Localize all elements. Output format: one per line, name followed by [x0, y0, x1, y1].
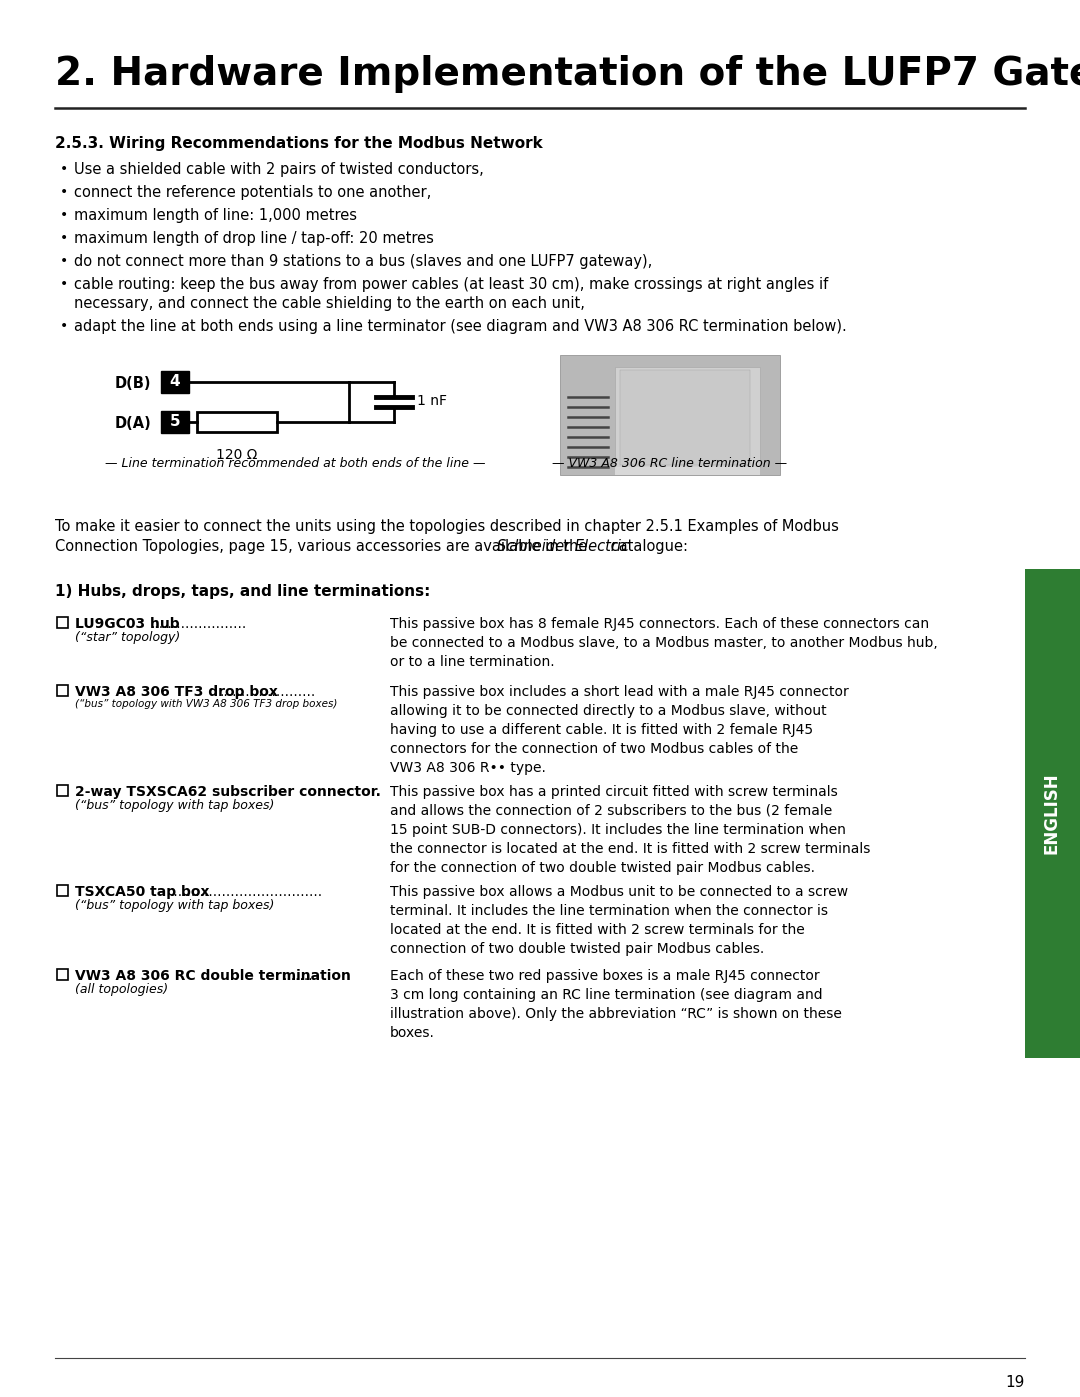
- Text: LU9GC03 hub: LU9GC03 hub: [75, 617, 185, 631]
- Text: ENGLISH: ENGLISH: [1043, 773, 1061, 855]
- Text: (“star” topology): (“star” topology): [75, 631, 180, 644]
- Text: cable routing: keep the bus away from power cables (at least 30 cm), make crossi: cable routing: keep the bus away from po…: [75, 277, 828, 292]
- Text: 1) Hubs, drops, taps, and line terminations:: 1) Hubs, drops, taps, and line terminati…: [55, 584, 430, 599]
- Text: •: •: [60, 319, 68, 332]
- Text: do not connect more than 9 stations to a bus (slaves and one LUFP7 gateway),: do not connect more than 9 stations to a…: [75, 254, 652, 270]
- Text: catalogue:: catalogue:: [606, 539, 688, 555]
- Text: 1 nF: 1 nF: [417, 394, 447, 408]
- Bar: [57, 685, 68, 696]
- Text: •: •: [60, 231, 68, 244]
- Text: 4: 4: [170, 374, 180, 390]
- Text: 2-way TSXSCA62 subscriber connector.: 2-way TSXSCA62 subscriber connector.: [75, 785, 381, 799]
- Text: (all topologies): (all topologies): [75, 983, 168, 996]
- Text: adapt the line at both ends using a line terminator (see diagram and VW3 A8 306 : adapt the line at both ends using a line…: [75, 319, 847, 334]
- Bar: [57, 617, 68, 629]
- Text: This passive box allows a Modbus unit to be connected to a screw
terminal. It in: This passive box allows a Modbus unit to…: [390, 886, 848, 956]
- Text: TSXCA50 tap box: TSXCA50 tap box: [75, 886, 210, 900]
- Bar: [57, 785, 68, 796]
- Text: VW3 A8 306 RC double termination: VW3 A8 306 RC double termination: [75, 970, 355, 983]
- Text: Use a shielded cable with 2 pairs of twisted conductors,: Use a shielded cable with 2 pairs of twi…: [75, 162, 484, 177]
- Text: •: •: [60, 162, 68, 176]
- Text: 5: 5: [170, 415, 180, 429]
- Text: Schneider Electric: Schneider Electric: [497, 539, 629, 555]
- Text: •: •: [60, 254, 68, 268]
- Text: maximum length of line: 1,000 metres: maximum length of line: 1,000 metres: [75, 208, 357, 224]
- Text: (“bus” topology with tap boxes): (“bus” topology with tap boxes): [75, 799, 274, 812]
- Text: Connection Topologies, page 15, various accessories are available in the: Connection Topologies, page 15, various …: [55, 539, 592, 555]
- Text: This passive box has a printed circuit fitted with screw terminals
and allows th: This passive box has a printed circuit f…: [390, 785, 870, 875]
- Text: 2.5.3. Wiring Recommendations for the Modbus Network: 2.5.3. Wiring Recommendations for the Mo…: [55, 136, 543, 151]
- Bar: [161, 372, 189, 393]
- Text: 2. Hardware Implementation of the LUFP7 Gateway: 2. Hardware Implementation of the LUFP7 …: [55, 54, 1080, 94]
- Bar: [615, 467, 760, 475]
- Text: •: •: [60, 184, 68, 198]
- Text: — Line termination recommended at both ends of the line —: — Line termination recommended at both e…: [105, 457, 486, 469]
- Bar: [620, 370, 750, 465]
- Bar: [561, 355, 780, 475]
- Bar: [57, 886, 68, 895]
- Bar: [615, 367, 760, 467]
- Text: ......................: ......................: [220, 685, 316, 698]
- Text: (“bus” topology with tap boxes): (“bus” topology with tap boxes): [75, 900, 274, 912]
- Text: 120 Ω: 120 Ω: [216, 448, 258, 462]
- Text: (“bus” topology with VW3 A8 306 TF3 drop boxes): (“bus” topology with VW3 A8 306 TF3 drop…: [75, 698, 337, 710]
- Text: •: •: [60, 277, 68, 291]
- Text: D(A): D(A): [114, 416, 152, 432]
- Text: — VW3 A8 306 RC line termination —: — VW3 A8 306 RC line termination —: [553, 457, 787, 469]
- Text: .......: .......: [283, 970, 313, 983]
- Text: 19: 19: [1005, 1375, 1025, 1390]
- Text: necessary, and connect the cable shielding to the earth on each unit,: necessary, and connect the cable shieldi…: [75, 296, 585, 312]
- Text: This passive box has 8 female RJ45 connectors. Each of these connectors can
be c: This passive box has 8 female RJ45 conne…: [390, 617, 937, 669]
- Text: ......................: ......................: [150, 617, 247, 631]
- Bar: [57, 970, 68, 981]
- Text: •: •: [60, 208, 68, 222]
- Text: To make it easier to connect the units using the topologies described in chapter: To make it easier to connect the units u…: [55, 520, 839, 534]
- Text: ...................................: ...................................: [170, 886, 323, 900]
- Text: VW3 A8 306 TF3 drop box: VW3 A8 306 TF3 drop box: [75, 685, 278, 698]
- Bar: [197, 412, 276, 432]
- Text: D(B): D(B): [114, 376, 151, 391]
- Text: Each of these two red passive boxes is a male RJ45 connector
3 cm long containin: Each of these two red passive boxes is a…: [390, 970, 842, 1039]
- Bar: [161, 411, 189, 433]
- Text: maximum length of drop line / tap-off: 20 metres: maximum length of drop line / tap-off: 2…: [75, 231, 434, 246]
- Text: connect the reference potentials to one another,: connect the reference potentials to one …: [75, 184, 431, 200]
- Text: This passive box includes a short lead with a male RJ45 connector
allowing it to: This passive box includes a short lead w…: [390, 685, 849, 775]
- Bar: [1025, 569, 1080, 1058]
